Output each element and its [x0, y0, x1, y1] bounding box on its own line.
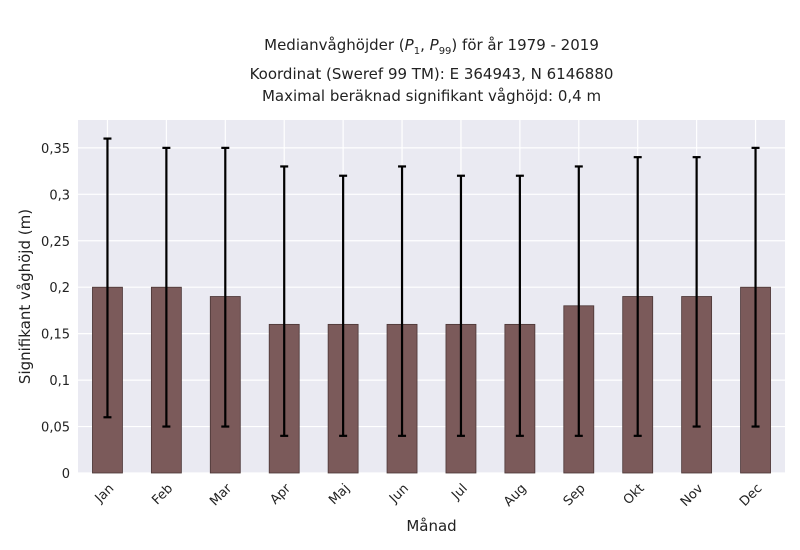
x-tick-label: Apr: [268, 481, 295, 508]
chart-title-line-3: Maximal beräknad signifikant våghöjd: 0,…: [261, 87, 602, 105]
y-tick-label: 0,15: [41, 328, 70, 343]
y-tick-label: 0,2: [49, 281, 70, 296]
x-tick-label: Aug: [501, 481, 530, 510]
error-bar-jun: [398, 165, 407, 437]
y-tick-label: 0,3: [49, 188, 70, 203]
error-bar-okt: [633, 156, 642, 437]
y-tick-label: 0,25: [41, 235, 70, 250]
error-bar-dec: [751, 146, 760, 428]
x-tick-label: Mar: [207, 481, 235, 509]
x-tick-label: Maj: [326, 481, 353, 508]
x-tick-label: Dec: [737, 481, 765, 509]
y-tick-label: 0,1: [49, 374, 70, 389]
x-tick-label: Jan: [92, 481, 117, 506]
plot-area: [78, 120, 785, 473]
y-tick-label: 0,35: [41, 142, 70, 157]
error-bar-maj: [339, 174, 348, 437]
error-bar-aug: [515, 174, 524, 437]
chart-title: Medianvåghöjder (P1, P99) för år 1979 - …: [78, 34, 785, 107]
x-tick-label: Jul: [448, 481, 470, 503]
x-tick-label: Okt: [621, 481, 648, 508]
error-bars: [103, 137, 760, 437]
y-tick-label: 0: [62, 467, 70, 482]
x-tick-labels: Jan Feb Mar Apr Maj Jun Jul Aug Sep Okt Nov Dec: [92, 481, 766, 510]
x-axis-label: Månad: [406, 517, 456, 535]
error-bar-feb: [162, 146, 171, 428]
error-bar-jan: [103, 137, 112, 419]
x-tick-label: Feb: [149, 481, 176, 508]
x-tick-label: Sep: [561, 481, 589, 509]
x-tick-label: Nov: [678, 481, 707, 510]
chart-title-line-1-text: Medianvåghöjder (P1, P99) för år 1979 - …: [264, 36, 599, 57]
chart-title-line-1: Medianvåghöjder (P1, P99) för år 1979 - …: [78, 34, 785, 63]
chart-title-line-2: Koordinat (Sweref 99 TM): E 364943, N 61…: [249, 65, 614, 83]
error-bar-nov: [692, 156, 701, 428]
y-tick-labels: 0 0,05 0,1 0,15 0,2 0,25 0,3 0,35: [41, 142, 70, 482]
error-bar-jul: [456, 174, 465, 437]
error-bar-sep: [574, 165, 583, 437]
x-tick-label: Jun: [386, 481, 412, 507]
error-bar-mar: [221, 146, 230, 428]
error-bar-apr: [280, 165, 289, 437]
y-axis-label: Signifikant våghöjd (m): [16, 209, 34, 384]
y-tick-label: 0,05: [41, 421, 70, 436]
